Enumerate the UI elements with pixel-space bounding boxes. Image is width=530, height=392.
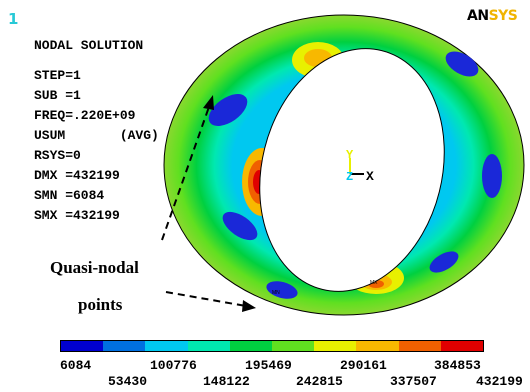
window-number: 1	[8, 10, 19, 28]
color-legend-segment-4	[187, 341, 230, 351]
triad-x-label: X	[366, 169, 374, 184]
mx-marker: MX	[370, 280, 378, 286]
legend-value-7: 290161	[340, 358, 387, 373]
triad-z-label: Z	[346, 170, 353, 184]
color-legend-segment-2	[103, 341, 146, 351]
legend-value-6: 242815	[296, 374, 343, 389]
inner-hole-outline	[259, 48, 445, 292]
coordinate-triad: Y Z X	[346, 148, 374, 184]
legend-value-10: 432199	[476, 374, 523, 389]
legend-value-5: 195469	[245, 358, 292, 373]
info-rsys: RSYS=0	[34, 148, 81, 163]
legend-value-1: 6084	[60, 358, 92, 373]
legend-value-2: 53430	[108, 374, 148, 389]
points-label: points	[78, 295, 123, 314]
color-legend-segment-3	[145, 341, 188, 351]
logo-sys-text: SYS	[488, 8, 518, 24]
color-legend-segment-7	[314, 341, 357, 351]
color-legend-segment-9	[398, 341, 441, 351]
color-legend-segment-1	[61, 341, 104, 351]
legend-value-3: 100776	[150, 358, 197, 373]
legend-value-8: 337507	[390, 374, 437, 389]
color-legend-segment-6	[272, 341, 315, 351]
ansys-logo: ANSYS	[467, 8, 518, 24]
info-dmx: DMX =432199	[34, 168, 120, 183]
color-legend-segment-10	[440, 341, 484, 351]
info-smx: SMX =432199	[34, 208, 120, 223]
logo-an-text: AN	[467, 8, 489, 24]
legend-value-9: 384853	[434, 358, 481, 373]
info-smn: SMN =6084	[34, 188, 105, 203]
annotation-arrows	[161, 95, 256, 312]
legend-value-4: 148122	[203, 374, 250, 389]
color-legend-bar	[60, 340, 484, 352]
color-legend-segment-8	[356, 341, 399, 351]
info-sub: SUB =1	[34, 88, 81, 103]
color-legend-segment-5	[229, 341, 273, 351]
legend-title: NODAL SOLUTION	[34, 38, 144, 53]
quasi-nodal-label: Quasi-nodal	[50, 258, 139, 277]
mn-marker: MN	[272, 290, 280, 296]
info-usum: USUM (AVG)	[34, 128, 159, 143]
mode-shape-ring	[163, 14, 525, 316]
info-freq: FREQ=.220E+09	[34, 108, 136, 123]
triad-y-label: Y	[346, 148, 354, 162]
info-step: STEP=1	[34, 68, 81, 83]
